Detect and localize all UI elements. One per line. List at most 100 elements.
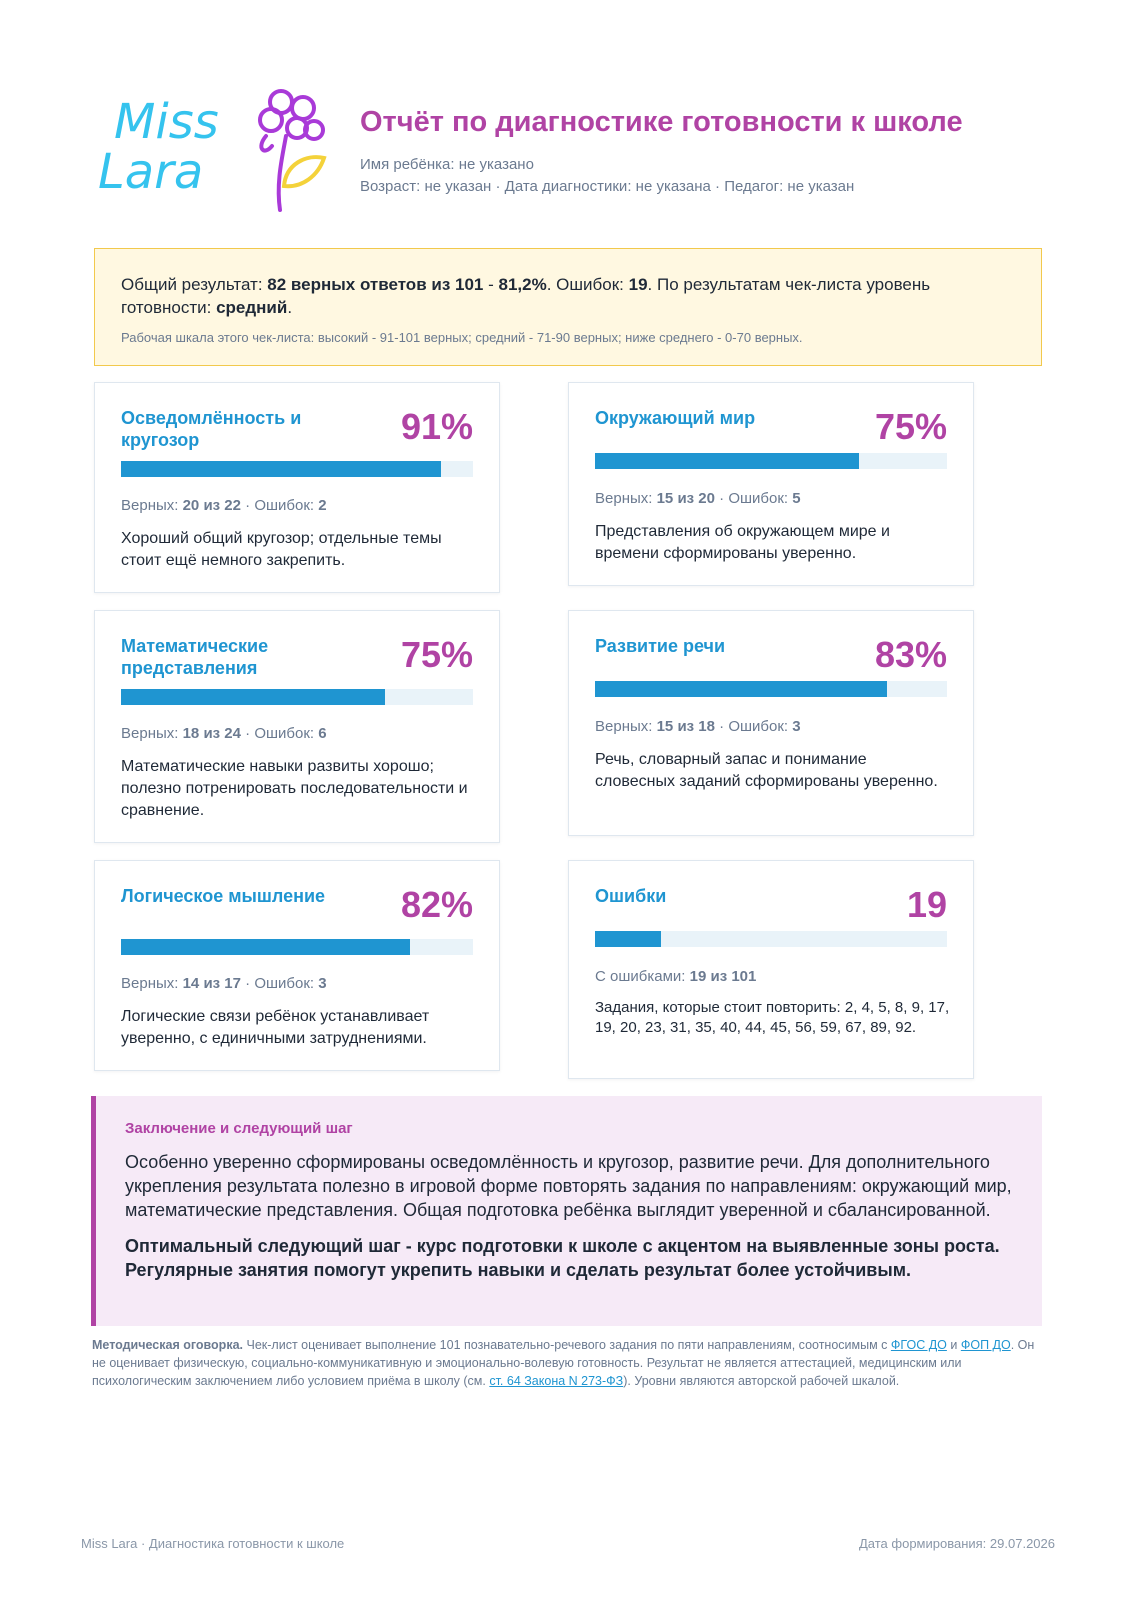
miss-lara-logo: Miss Lara: [98, 89, 327, 212]
correct-label: Верных:: [121, 725, 179, 742]
stats-separator: ·: [245, 725, 251, 742]
category-card-world: Окружающий мир 75% Верных: 15 из 20 · Ош…: [568, 382, 974, 586]
summary-errors-label: Ошибок:: [556, 275, 624, 294]
summary-correct: 82 верных ответов из 101: [267, 275, 484, 294]
card-title: Логическое мышление: [121, 886, 326, 906]
errors-label: Ошибок:: [254, 725, 315, 742]
progress-bar-fill: [121, 939, 410, 955]
child-name-label: Имя ребёнка:: [360, 156, 455, 173]
errors-label: Ошибок:: [728, 490, 789, 507]
progress-bar-fill: [121, 689, 385, 705]
category-card-math: Математические представления 75% Верных:…: [94, 610, 500, 843]
disclaimer-part3: ). Уровни являются авторской рабочей шка…: [623, 1374, 900, 1388]
law-link[interactable]: ст. 64 Закона N 273-ФЗ: [489, 1374, 624, 1388]
card-title: Ошибки: [595, 886, 667, 906]
card-stats: Верных: 20 из 22 · Ошибок: 2: [121, 497, 327, 514]
disclaimer-part2: . Он не оценивает физическую, социально-…: [92, 1338, 1035, 1388]
progress-bar: [595, 931, 947, 947]
summary-prefix: Общий результат:: [121, 275, 263, 294]
errors-value: 2: [318, 497, 327, 514]
correct-value: 14 из 17: [182, 975, 241, 992]
logo-text-line2: Lara: [98, 144, 203, 200]
errors-value: 3: [792, 718, 801, 735]
flower-icon: [258, 89, 325, 212]
summary-result: Общий результат: 82 верных ответов из 10…: [121, 275, 931, 317]
footer-date-label: Дата формирования:: [859, 1536, 987, 1551]
errors-with-label: С ошибками:: [595, 968, 686, 985]
meta-details-line: Возраст: не указан · Дата диагностики: н…: [360, 178, 854, 195]
correct-value: 20 из 22: [182, 497, 241, 514]
leaf-icon: [281, 155, 327, 189]
stats-separator: ·: [719, 490, 725, 507]
card-stats: Верных: 18 из 24 · Ошибок: 6: [121, 725, 327, 742]
correct-value: 18 из 24: [182, 725, 241, 742]
errors-label: Ошибок:: [254, 497, 315, 514]
footer-date: Дата формирования: 29.07.2026: [859, 1536, 1055, 1551]
card-description: Речь, словарный запас и понимание словес…: [595, 751, 938, 790]
child-name-line: Имя ребёнка: не указано: [360, 156, 534, 173]
summary-dash: -: [488, 275, 494, 294]
meta-separator: ·: [495, 178, 501, 195]
summary-percent: 81,2%: [498, 275, 547, 294]
category-card-speech: Развитие речи 83% Верных: 15 из 18 · Оши…: [568, 610, 974, 836]
card-description: Логические связи ребёнок устанавливает у…: [121, 1008, 430, 1047]
date-value: не указана: [635, 178, 711, 195]
card-title: Окружающий мир: [595, 408, 756, 428]
conclusion-box: Заключение и следующий шаг Особенно увер…: [91, 1096, 1042, 1326]
card-description: Хороший общий кругозор; отдельные темы с…: [121, 530, 442, 569]
errors-label: Ошибок:: [254, 975, 315, 992]
progress-bar: [595, 453, 947, 469]
card-title: Развитие речи: [595, 636, 726, 656]
errors-count: 19: [906, 884, 947, 925]
card-percent: 91%: [400, 406, 473, 447]
correct-value: 15 из 20: [656, 490, 715, 507]
card-percent: 75%: [874, 406, 947, 447]
card-description: Представления об окружающем мире и време…: [595, 523, 890, 562]
card-percent: 82%: [400, 884, 473, 925]
teacher-value: не указан: [787, 178, 855, 195]
progress-bar: [121, 689, 473, 705]
summary-box: Общий результат: 82 верных ответов из 10…: [94, 248, 1042, 366]
errors-label: Ошибок:: [728, 718, 789, 735]
stats-separator: ·: [245, 975, 251, 992]
errors-value: 6: [318, 725, 327, 742]
card-stats: Верных: 14 из 17 · Ошибок: 3: [121, 975, 327, 992]
scale-note: Рабочая шкала этого чек-листа: высокий -…: [121, 330, 803, 345]
card-percent: 83%: [874, 634, 947, 675]
stats-separator: ·: [245, 497, 251, 514]
progress-bar: [121, 939, 473, 955]
teacher-label: Педагог:: [724, 178, 784, 195]
progress-bar-fill: [595, 453, 859, 469]
errors-value: 3: [318, 975, 327, 992]
tasks-to-repeat: Задания, которые стоит повторить: 2, 4, …: [595, 999, 950, 1036]
fgos-link[interactable]: ФГОС ДО: [890, 1338, 947, 1352]
disclaimer-lead: Методическая оговорка.: [92, 1338, 244, 1352]
footer-brand: Miss Lara · Диагностика готовности к шко…: [81, 1536, 345, 1551]
correct-label: Верных:: [121, 497, 179, 514]
stats-separator: ·: [719, 718, 725, 735]
methodological-disclaimer: Методическая оговорка. Чек-лист оценивае…: [92, 1336, 1044, 1390]
card-description: Математические навыки развиты хорошо; по…: [121, 758, 468, 819]
age-value: не указан: [424, 178, 492, 195]
card-title: Осведомлённость и кругозор: [121, 408, 302, 450]
fop-link[interactable]: ФОП ДО: [960, 1338, 1011, 1352]
category-card-logic: Логическое мышление 82% Верных: 14 из 17…: [94, 860, 500, 1071]
card-stats: Верных: 15 из 18 · Ошибок: 3: [595, 718, 801, 735]
disclaimer-part1: Чек-лист оценивает выполнение 101 познав…: [246, 1338, 888, 1352]
progress-bar-fill: [595, 931, 662, 947]
footer-date-value: 29.07.2026: [989, 1536, 1055, 1551]
correct-label: Верных:: [595, 490, 653, 507]
card-title: Математические представления: [121, 636, 269, 678]
summary-level-prefix: По результатам чек-листа уровень готовно…: [121, 275, 931, 317]
card-percent: 75%: [400, 634, 473, 675]
next-step-text: Оптимальный следующий шаг - курс подгото…: [125, 1236, 1000, 1280]
category-card-awareness: Осведомлённость и кругозор 91% Верных: 2…: [94, 382, 500, 593]
conclusion-title: Заключение и следующий шаг: [125, 1120, 353, 1137]
progress-bar-fill: [595, 681, 888, 697]
conclusion-text: Особенно уверенно сформированы осведомлё…: [125, 1152, 1012, 1220]
child-name-value: не указано: [458, 156, 534, 173]
progress-bar-fill: [121, 461, 442, 477]
errors-value: 5: [792, 490, 801, 507]
progress-bar: [595, 681, 947, 697]
errors-with-value: 19 из 101: [689, 968, 757, 985]
